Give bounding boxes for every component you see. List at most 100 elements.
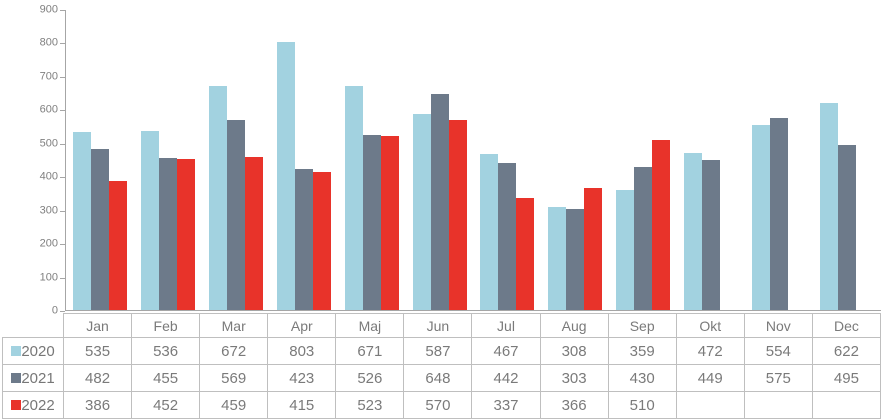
value-cell-2021-jul: 442 (471, 364, 541, 392)
y-axis-label: 400 (39, 170, 58, 183)
value-cell-2020-nov: 554 (743, 337, 813, 365)
category-column-jul (474, 10, 542, 310)
legend-cell-2020: 2020 (2, 337, 64, 365)
value-cell-2022-aug: 366 (539, 391, 609, 419)
bar-2020-apr (276, 42, 295, 310)
bar-2020-maj (344, 86, 363, 310)
series-row-2022: 2022 386 452 459 415 523 570 337 366 510 (2, 391, 882, 419)
y-axis-label: 700 (39, 70, 58, 83)
bar-2022-feb (176, 159, 195, 310)
month-header-row: Jan Feb Mar Apr Maj Jun Jul Aug Sep Okt Nov Dec (3, 313, 882, 338)
bar-2021-nov (770, 118, 789, 310)
value-cell-2020-jan: 535 (62, 337, 133, 365)
y-axis-label: 200 (39, 237, 58, 250)
month-header-sep: Sep (607, 313, 677, 338)
y-axis-label: 800 (39, 36, 58, 49)
series-name-2022: 2022 (21, 396, 55, 414)
bar-2020-feb (140, 131, 159, 310)
value-cell-2021-jun: 648 (403, 364, 473, 392)
value-cell-2021-okt: 449 (675, 364, 745, 392)
category-column-dec (813, 10, 881, 310)
bar-2022-aug (584, 188, 603, 310)
month-header-mar: Mar (199, 313, 269, 338)
value-cell-2022-jun: 570 (403, 391, 473, 419)
bar-2020-okt (684, 152, 703, 310)
value-cell-2020-dec: 622 (811, 337, 882, 365)
category-column-mar (202, 10, 270, 310)
category-column-okt (677, 10, 745, 310)
y-axis-label: 600 (39, 103, 58, 116)
category-column-aug (541, 10, 609, 310)
bar-2021-jun (430, 94, 449, 310)
legend-swatch-2020-icon (11, 345, 22, 356)
y-axis-tick (60, 244, 65, 246)
value-cell-2021-feb: 455 (131, 364, 201, 392)
legend-content: 2022 (4, 396, 63, 414)
value-cell-2022-jan: 386 (62, 391, 133, 419)
bar-2020-mar (208, 86, 227, 310)
y-axis-tick (60, 110, 65, 112)
bar-2021-mar (226, 120, 245, 310)
table-corner-blank (3, 314, 64, 338)
value-cell-2020-jul: 467 (471, 337, 541, 365)
category-column-maj (338, 10, 406, 310)
legend-swatch-2021-icon (11, 372, 22, 383)
y-axis-tick (60, 311, 65, 312)
month-header-jul: Jul (471, 313, 541, 338)
bar-2021-dec (838, 145, 857, 310)
bar-2022-apr (312, 171, 331, 310)
y-axis-tick (60, 76, 65, 78)
bar-2022-jun (448, 120, 467, 310)
value-cell-2020-apr: 803 (267, 337, 337, 365)
bar-2020-jan (72, 131, 91, 310)
value-cell-2021-apr: 423 (267, 364, 337, 392)
value-cell-2021-maj: 526 (335, 364, 405, 392)
value-cell-2021-nov: 575 (743, 364, 813, 392)
bar-2020-sep (616, 190, 635, 310)
value-cell-2021-sep: 430 (607, 364, 677, 392)
bar-2022-jan (108, 181, 127, 310)
month-header-apr: Apr (267, 313, 337, 338)
bar-2021-maj (362, 134, 381, 310)
value-cell-2022-apr: 415 (267, 391, 337, 419)
y-axis-tick (60, 277, 65, 279)
bar-2021-okt (702, 160, 721, 310)
month-header-nov: Nov (743, 313, 813, 338)
series-name-2021: 2021 (21, 369, 55, 387)
value-cell-2022-dec (811, 391, 882, 419)
category-column-apr (270, 10, 338, 310)
value-cell-2020-mar: 672 (199, 337, 269, 365)
y-axis-tick (60, 210, 65, 212)
value-cell-2022-okt (675, 391, 745, 419)
plot-area (65, 10, 881, 311)
month-header-feb: Feb (131, 313, 201, 338)
month-header-jan: Jan (62, 313, 133, 338)
month-header-aug: Aug (539, 313, 609, 338)
value-cell-2021-dec: 495 (811, 364, 882, 392)
value-cell-2022-maj: 523 (335, 391, 405, 419)
y-axis-label: 500 (39, 137, 58, 150)
bar-2020-nov (752, 125, 771, 310)
value-cell-2020-aug: 308 (539, 337, 609, 365)
bar-2021-apr (294, 169, 313, 310)
category-column-jan (66, 10, 134, 310)
series-row-2020: 2020 535 536 672 803 671 587 467 308 359 472 554 622 (2, 337, 882, 365)
value-cell-2021-jan: 482 (62, 364, 133, 392)
value-cell-2020-maj: 671 (335, 337, 405, 365)
y-axis-tick (60, 143, 65, 145)
value-cell-2021-aug: 303 (539, 364, 609, 392)
y-axis-tick (60, 177, 65, 179)
bar-2021-sep (634, 166, 653, 310)
y-axis-label: 0 (51, 304, 58, 317)
bar-2020-jul (480, 154, 499, 310)
month-header-okt: Okt (675, 313, 745, 338)
y-axis-label: 900 (39, 3, 58, 16)
series-row-2021: 2021 482 455 569 423 526 648 442 303 430 449 575 495 (2, 364, 882, 392)
value-cell-2020-sep: 359 (607, 337, 677, 365)
legend-content: 2020 (4, 343, 63, 360)
value-cell-2022-jul: 337 (471, 391, 541, 419)
bar-2022-mar (244, 157, 263, 310)
y-axis-tick (60, 10, 65, 11)
y-axis-label: 100 (39, 271, 58, 284)
